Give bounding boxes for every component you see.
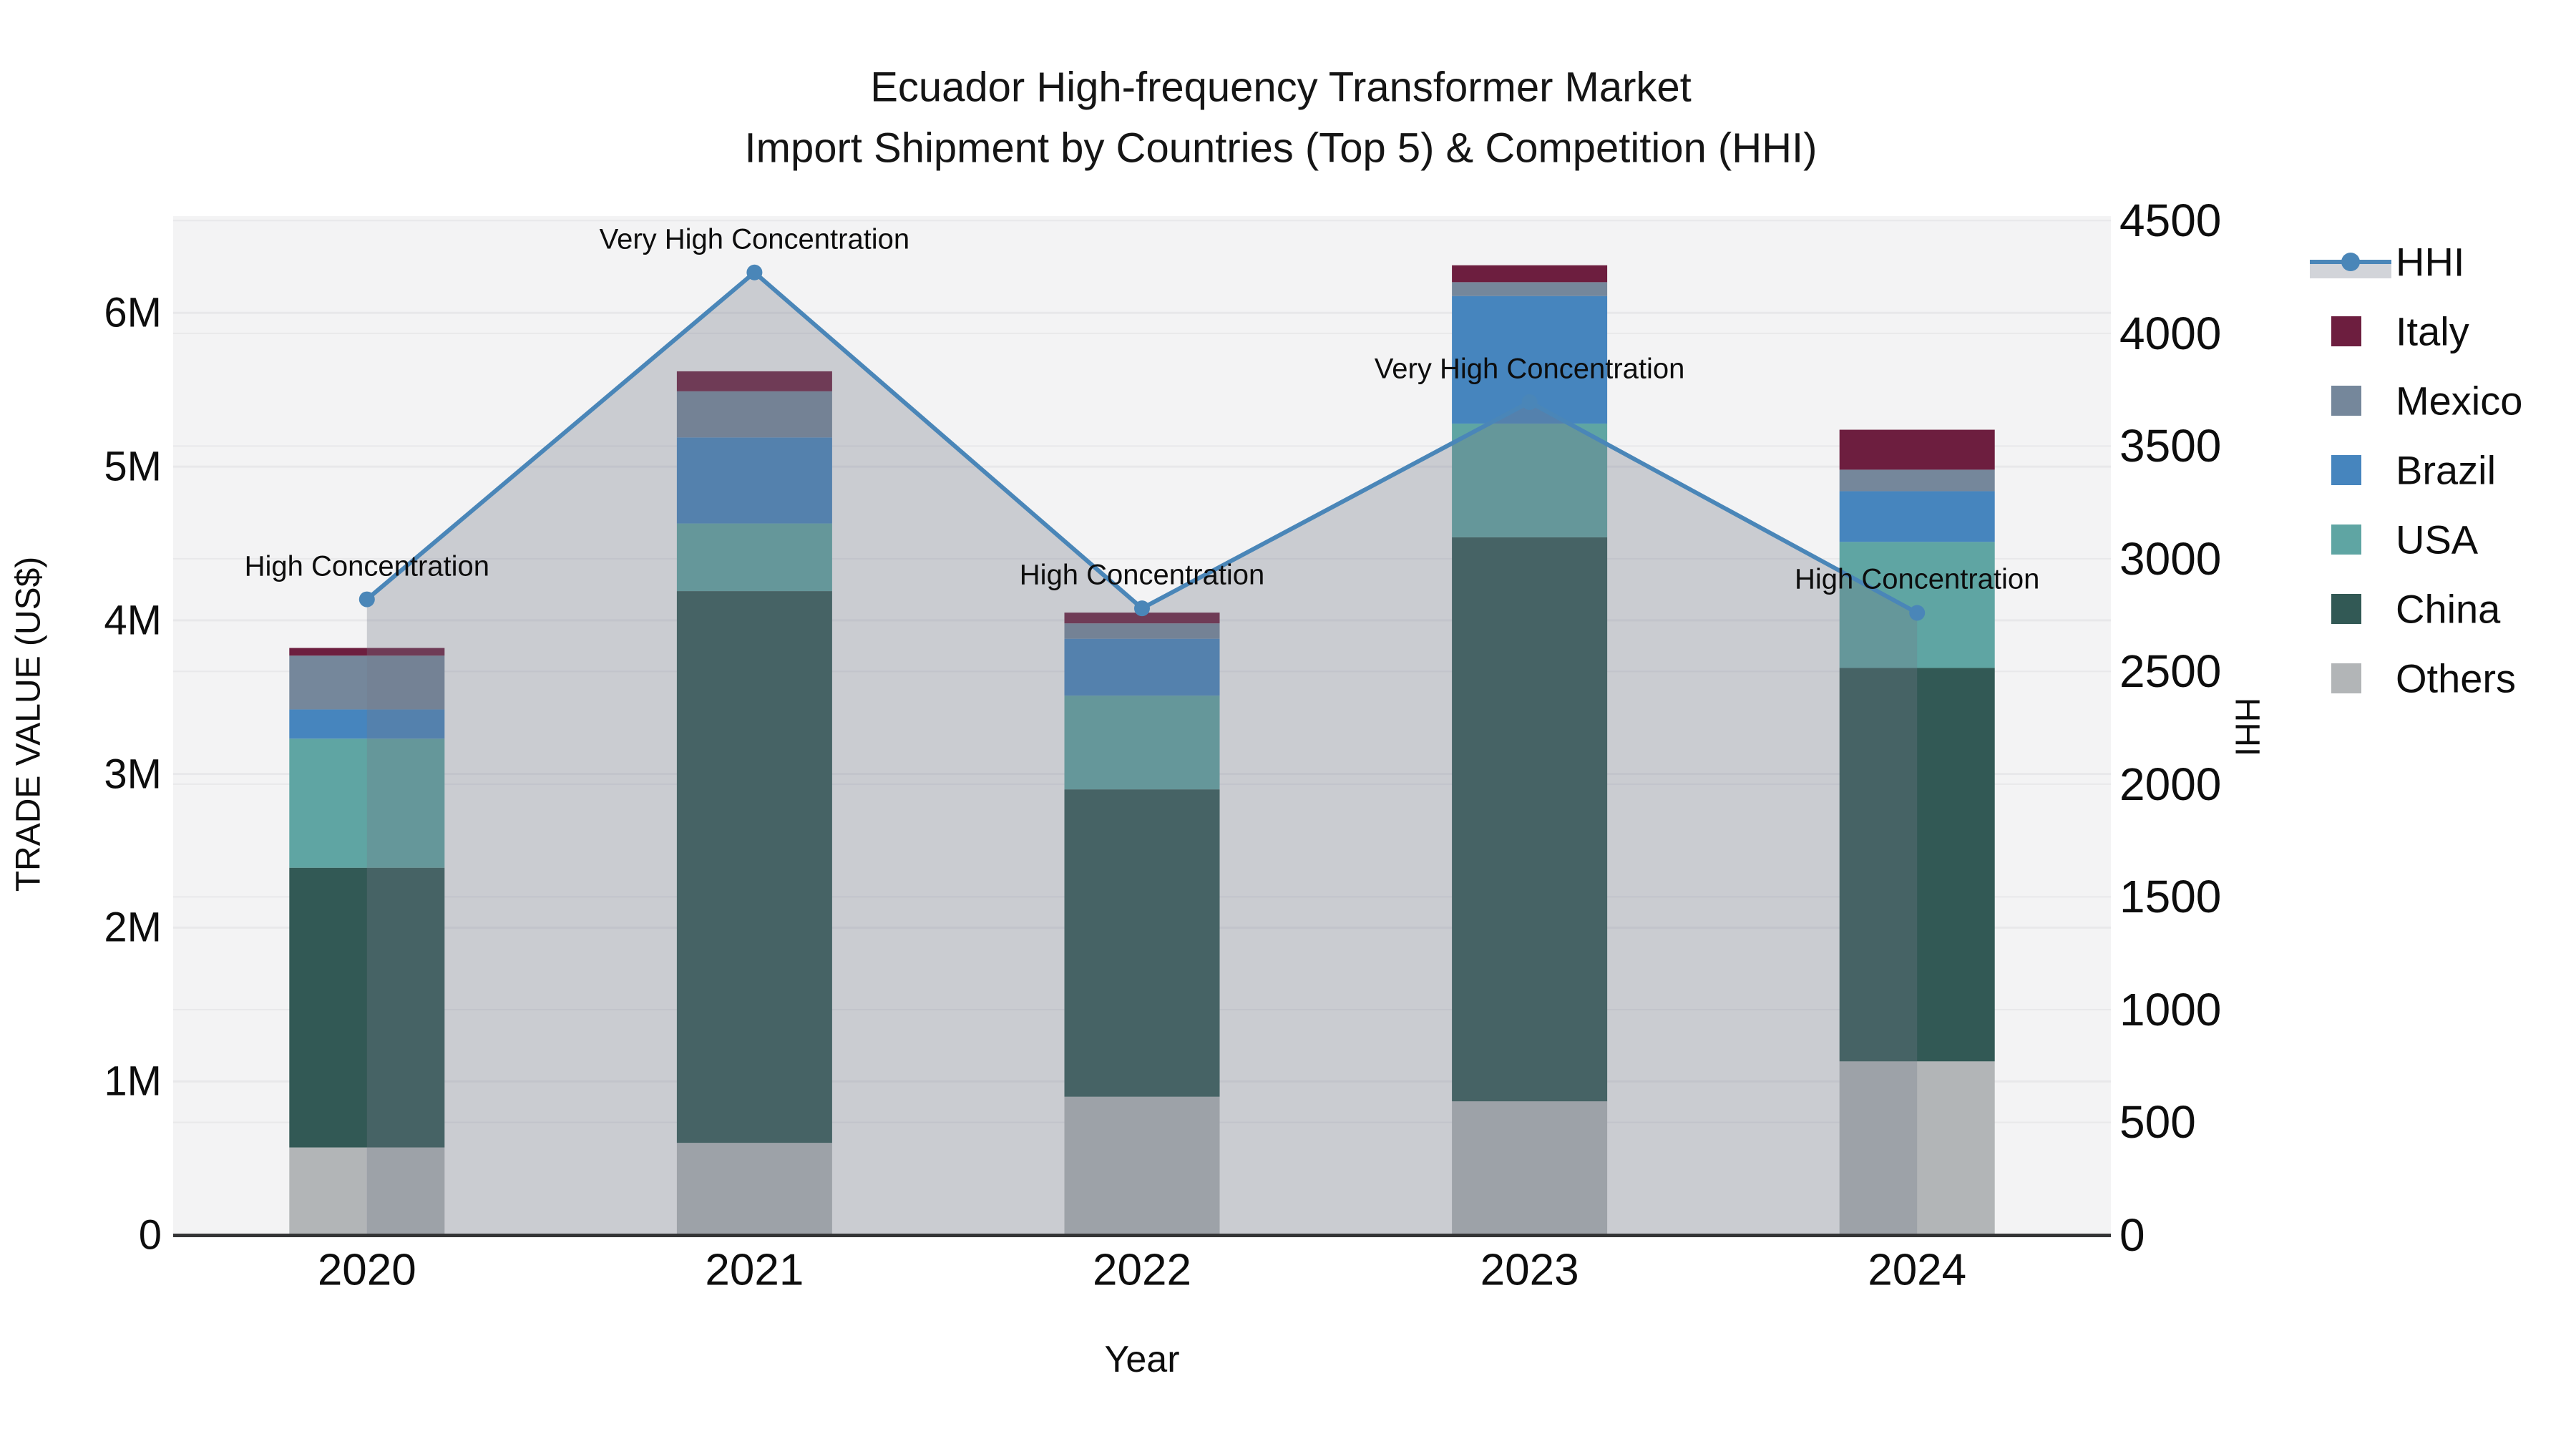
bar-segment-others-2021	[676, 1143, 832, 1235]
hhi-marker-2023	[1521, 394, 1538, 410]
bar-segment-brazil-2021	[676, 437, 832, 524]
bar-segment-italy-2022	[1064, 613, 1220, 624]
bar-segment-mexico-2024	[1839, 469, 1995, 492]
y-axis-label-left: TRADE VALUE (US$)	[9, 556, 48, 892]
bar-segment-mexico-2021	[676, 391, 832, 438]
bar-segment-italy-2020	[289, 648, 445, 656]
bar-segment-italy-2023	[1452, 265, 1608, 283]
bar-segment-others-2020	[289, 1147, 445, 1235]
hhi-marker-2021	[746, 264, 763, 280]
bar-segment-china-2024	[1839, 668, 1995, 1062]
bar-segment-brazil-2022	[1064, 638, 1220, 696]
bar-segment-usa-2024	[1839, 542, 1995, 668]
bar-segment-usa-2023	[1452, 423, 1608, 537]
bar-segment-usa-2022	[1064, 696, 1220, 790]
hhi-marker-2024	[1909, 605, 1926, 621]
bar-segment-others-2024	[1839, 1061, 1995, 1235]
bar-segment-mexico-2022	[1064, 623, 1220, 639]
bar-segment-china-2020	[289, 867, 445, 1148]
bar-segment-others-2023	[1452, 1101, 1608, 1235]
y-axis-label-right: HHI	[2228, 697, 2266, 757]
chart-title-line1: Ecuador High-frequency Transformer Marke…	[870, 64, 1692, 111]
bar-segment-brazil-2020	[289, 709, 445, 739]
bar-segment-others-2022	[1064, 1096, 1220, 1235]
chart-title-line2: Import Shipment by Countries (Top 5) & C…	[744, 125, 1818, 172]
hhi-marker-2022	[1134, 600, 1150, 617]
bar-segment-mexico-2023	[1452, 282, 1608, 296]
x-axis-label: Year	[1104, 1339, 1180, 1380]
bar-segment-italy-2021	[676, 371, 832, 391]
bar-segment-usa-2020	[289, 738, 445, 868]
bar-segment-usa-2021	[676, 523, 832, 592]
bar-segment-china-2021	[676, 591, 832, 1143]
x-axis-line	[173, 1234, 2111, 1237]
bar-segment-italy-2024	[1839, 429, 1995, 470]
hhi-marker-2020	[358, 591, 375, 608]
bar-segment-brazil-2024	[1839, 491, 1995, 542]
bar-segment-mexico-2020	[289, 655, 445, 710]
bar-segment-china-2023	[1452, 537, 1608, 1102]
bar-segment-china-2022	[1064, 789, 1220, 1097]
hhi-area-fill	[366, 272, 1918, 1236]
